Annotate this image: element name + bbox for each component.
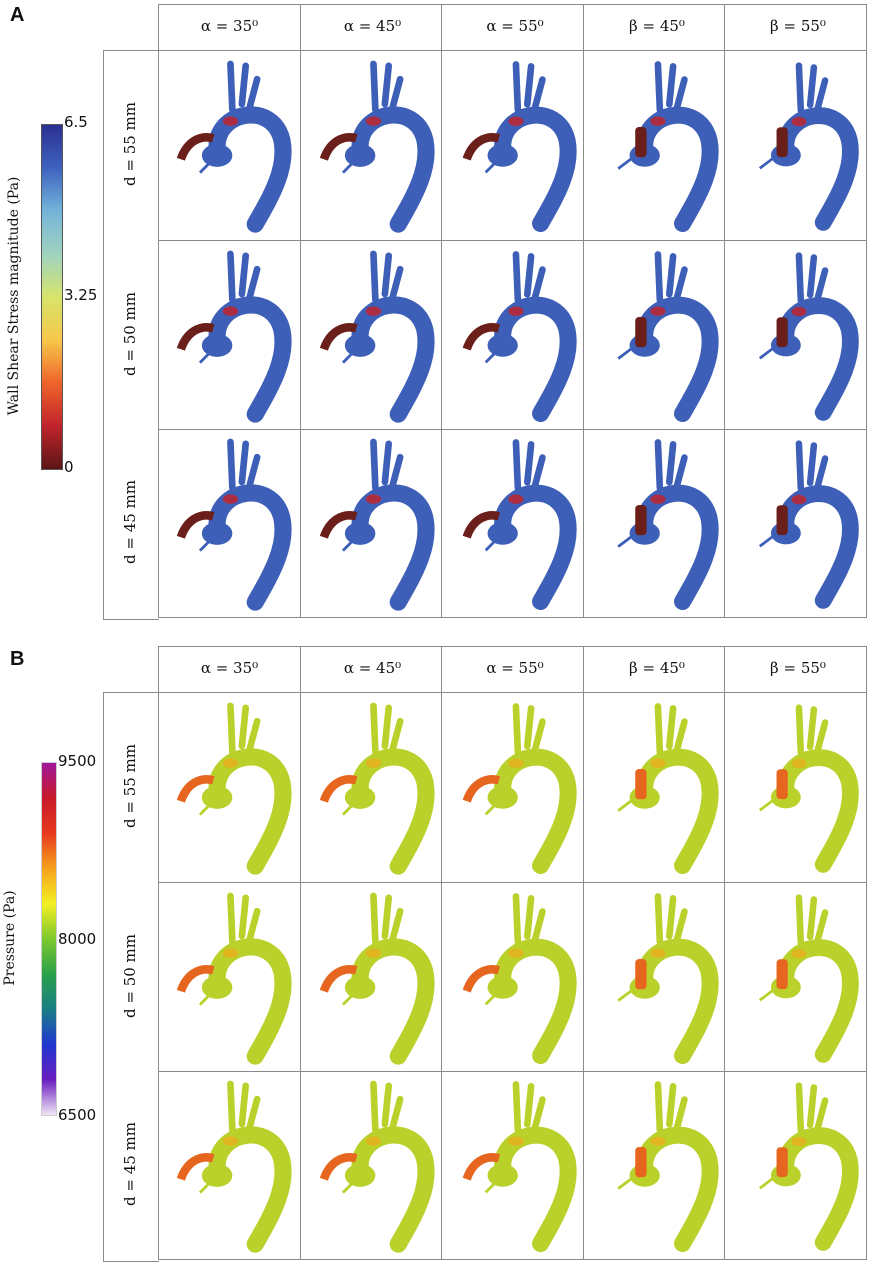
aorta-render bbox=[319, 60, 435, 233]
panel-b-col-header-3: α = 55⁰ bbox=[486, 659, 544, 677]
aorta-render bbox=[319, 438, 435, 611]
panel-a-cell-r2-c2 bbox=[319, 250, 435, 423]
aorta-render bbox=[758, 62, 859, 231]
aorta-render bbox=[758, 704, 859, 873]
panel-b-cell-r2-c1 bbox=[176, 892, 292, 1065]
panel-b-cell-r3-c5 bbox=[758, 1082, 859, 1251]
panel-a-cell-r3-c2 bbox=[319, 438, 435, 611]
panel-b-col-header-2: α = 45⁰ bbox=[343, 659, 402, 677]
panel-b-cell-r3-c1 bbox=[176, 1080, 292, 1253]
panel-b-colorbar bbox=[41, 762, 57, 1116]
aorta-render bbox=[176, 438, 292, 611]
panel-a-cell-r2-c3 bbox=[462, 251, 577, 423]
panel-a-col-header-3: α = 55⁰ bbox=[486, 17, 544, 35]
aorta-render bbox=[319, 892, 435, 1065]
aorta-render bbox=[617, 251, 719, 423]
aorta-render bbox=[176, 250, 292, 423]
panel-b-row-label-1: d = 55 mm bbox=[121, 744, 139, 829]
aorta-render bbox=[462, 439, 577, 611]
panel-a-rowlabel-frame bbox=[103, 50, 159, 620]
aorta-render bbox=[462, 703, 577, 875]
panel-a-row-label-1: d = 55 mm bbox=[121, 102, 139, 187]
aorta-render bbox=[617, 439, 719, 611]
panel-a-cell-r1-c2 bbox=[319, 60, 435, 233]
panel-a-cell-r1-c3 bbox=[462, 61, 577, 233]
panel-a-cell-r1-c1 bbox=[176, 60, 292, 233]
panel-a-cell-r2-c1 bbox=[176, 250, 292, 423]
panel-a-row-label-2: d = 50 mm bbox=[121, 292, 139, 377]
panel-b-row-label-3: d = 45 mm bbox=[121, 1122, 139, 1207]
aorta-render bbox=[617, 703, 719, 875]
panel-b-cell-r3-c2 bbox=[319, 1080, 435, 1253]
panel-b-cell-r1-c2 bbox=[319, 702, 435, 875]
aorta-render bbox=[758, 894, 859, 1063]
panel-a-colorbar bbox=[41, 124, 63, 470]
panel-a-cell-r3-c1 bbox=[176, 438, 292, 611]
panel-b-colorbar-mid: 8000 bbox=[58, 930, 97, 948]
aorta-render bbox=[617, 1081, 719, 1253]
aorta-render bbox=[758, 1082, 859, 1251]
panel-b-cell-r1-c4 bbox=[617, 703, 719, 875]
panel-b-cell-r2-c5 bbox=[758, 894, 859, 1063]
aorta-render bbox=[758, 252, 859, 421]
aorta-render bbox=[176, 702, 292, 875]
aorta-render bbox=[462, 893, 577, 1065]
panel-b-colorbar-title: Pressure (Pa) bbox=[2, 890, 18, 986]
panel-a-col-header-4: β = 45⁰ bbox=[629, 17, 685, 35]
panel-b-colorbar-min: 6500 bbox=[58, 1106, 97, 1124]
panel-b-cell-r3-c3 bbox=[462, 1081, 577, 1253]
panel-b-col-header-5: β = 55⁰ bbox=[770, 659, 826, 677]
panel-b-rowlabel-frame bbox=[103, 692, 159, 1262]
aorta-render bbox=[319, 702, 435, 875]
aorta-render bbox=[319, 250, 435, 423]
panel-a-col-header-1: α = 35⁰ bbox=[200, 17, 259, 35]
aorta-render bbox=[176, 60, 292, 233]
panel-a-cell-r3-c4 bbox=[617, 439, 719, 611]
panel-a-cell-r1-c4 bbox=[617, 61, 719, 233]
aorta-render bbox=[462, 1081, 577, 1253]
panel-a-cell-r2-c5 bbox=[758, 252, 859, 421]
panel-a-col-header-5: β = 55⁰ bbox=[770, 17, 826, 35]
panel-b-cell-r1-c3 bbox=[462, 703, 577, 875]
panel-a-colorbar-max: 6.5 bbox=[64, 113, 88, 131]
panel-b-cell-r2-c3 bbox=[462, 893, 577, 1065]
panel-a-cell-r1-c5 bbox=[758, 62, 859, 231]
panel-b-col-header-1: α = 35⁰ bbox=[200, 659, 259, 677]
panel-a-colorbar-min: 0 bbox=[64, 458, 74, 476]
panel-a-cell-r3-c5 bbox=[758, 440, 859, 609]
panel-b-colorbar-max: 9500 bbox=[58, 752, 97, 770]
panel-a-colorbar-title: Wall Shear Stress magnitude (Pa) bbox=[6, 176, 22, 416]
aorta-render bbox=[617, 893, 719, 1065]
panel-a-row-label-3: d = 45 mm bbox=[121, 480, 139, 565]
aorta-render bbox=[176, 892, 292, 1065]
aorta-render bbox=[462, 61, 577, 233]
panel-b-letter: B bbox=[10, 648, 25, 670]
panel-a-col-header-2: α = 45⁰ bbox=[343, 17, 402, 35]
panel-a-letter: A bbox=[10, 4, 25, 26]
panel-b-col-header-4: β = 45⁰ bbox=[629, 659, 685, 677]
panel-a-colorbar-mid: 3.25 bbox=[64, 286, 98, 304]
panel-a-cell-r3-c3 bbox=[462, 439, 577, 611]
aorta-render bbox=[462, 251, 577, 423]
panel-b-cell-r2-c4 bbox=[617, 893, 719, 1065]
aorta-render bbox=[758, 440, 859, 609]
aorta-render bbox=[617, 61, 719, 233]
panel-b-row-label-2: d = 50 mm bbox=[121, 934, 139, 1019]
panel-b-cell-r2-c2 bbox=[319, 892, 435, 1065]
aorta-render bbox=[176, 1080, 292, 1253]
panel-b-cell-r3-c4 bbox=[617, 1081, 719, 1253]
aorta-render bbox=[319, 1080, 435, 1253]
panel-b-cell-r1-c1 bbox=[176, 702, 292, 875]
panel-a-cell-r2-c4 bbox=[617, 251, 719, 423]
panel-b-cell-r1-c5 bbox=[758, 704, 859, 873]
